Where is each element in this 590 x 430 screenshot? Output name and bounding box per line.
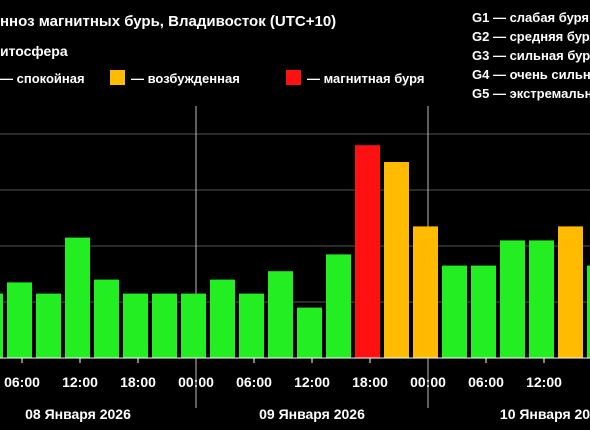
- legend-swatch-yellow: [110, 70, 125, 85]
- g-level-2: G2 — средняя буря: [472, 29, 590, 44]
- bar: [36, 293, 61, 358]
- bar: [0, 293, 3, 358]
- g-level-4: G4 — очень сильная: [472, 67, 590, 82]
- bar: [297, 307, 322, 358]
- x-tick-label: 18:00: [352, 374, 388, 390]
- bar: [384, 162, 409, 358]
- day-label: 09 Января 2026: [259, 406, 365, 422]
- bar: [442, 265, 467, 358]
- x-tick-label: 06:00: [468, 374, 504, 390]
- x-tick-label: 12:00: [62, 374, 98, 390]
- x-tick-label: 12:00: [294, 374, 330, 390]
- legend-calm: — спокойная: [0, 71, 85, 86]
- x-tick-label: 12:00: [526, 374, 562, 390]
- bar: [210, 279, 235, 358]
- g-level-5: G5 — экстремальная: [472, 86, 590, 101]
- bar: [558, 226, 583, 358]
- legend-storm: — магнитная буря: [307, 71, 425, 86]
- bar: [355, 145, 380, 358]
- bar: [500, 240, 525, 358]
- g-level-1: G1 — слабая буря: [472, 10, 590, 25]
- g-level-3: G3 — сильная буря: [472, 48, 590, 63]
- legend-excited: — возбужденная: [131, 71, 240, 86]
- bar: [7, 282, 32, 358]
- bar: [239, 293, 264, 358]
- bar: [65, 237, 90, 358]
- chart-title: нноз магнитных бурь, Владивосток (UTC+10…: [0, 13, 337, 30]
- bar: [181, 293, 206, 358]
- bar: [152, 293, 177, 358]
- day-label: 10 Января 20: [500, 406, 590, 422]
- x-tick-label: 18:00: [120, 374, 156, 390]
- bar: [587, 265, 590, 358]
- bar: [94, 279, 119, 358]
- x-tick-label: 06:00: [4, 374, 40, 390]
- x-tick-label: 06:00: [236, 374, 272, 390]
- bar: [471, 265, 496, 358]
- bar: [268, 271, 293, 358]
- legend-swatch-red: [286, 70, 301, 85]
- chart-subtitle: итосфера: [0, 43, 68, 59]
- bar: [413, 226, 438, 358]
- bar: [529, 240, 554, 358]
- bar: [123, 293, 148, 358]
- bar: [326, 254, 351, 358]
- day-label: 08 Января 2026: [25, 406, 131, 422]
